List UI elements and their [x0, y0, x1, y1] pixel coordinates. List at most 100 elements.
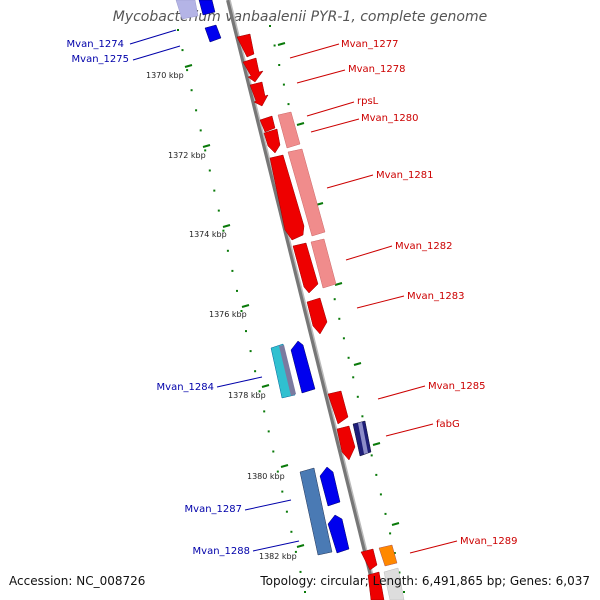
label-mvan-1285[interactable]: Mvan_1285 — [428, 381, 485, 392]
tick-dot-right — [333, 298, 336, 301]
tick-dot-left — [226, 249, 229, 252]
forward-genes — [236, 33, 405, 600]
label-mvan-1281[interactable]: Mvan_1281 — [376, 170, 433, 181]
gene-mvan-1281[interactable] — [269, 154, 305, 241]
gene-mvan-1282-shadow — [310, 238, 337, 289]
tick-dot-left — [199, 129, 202, 132]
major-tick — [296, 544, 305, 548]
gene-fabg[interactable] — [336, 425, 356, 461]
genome-backbone — [226, 0, 379, 600]
gene-mvan-1285[interactable] — [327, 390, 349, 425]
label-mvan-1288[interactable]: Mvan_1288 — [193, 546, 250, 557]
label-mvan-1287[interactable]: Mvan_1287 — [185, 504, 242, 515]
major-tick — [202, 144, 211, 148]
tick-dot-left — [208, 169, 211, 172]
tick-dot-left — [236, 289, 238, 292]
tick-dot-left — [245, 330, 247, 333]
major-tick — [241, 304, 250, 308]
tick-dot-left — [263, 410, 266, 413]
tick-dot-left — [195, 109, 198, 112]
gene-mvan-1284[interactable] — [290, 340, 316, 394]
tick-dot-right — [338, 317, 341, 320]
tick-dot-right — [273, 44, 276, 47]
label-leaders — [129, 29, 458, 554]
tick-dot-right — [356, 395, 359, 398]
tick-guide-right — [269, 25, 405, 593]
tick-dot-left — [267, 430, 270, 433]
label-mvan-1282[interactable]: Mvan_1282 — [395, 241, 452, 252]
gene-mvan-1282[interactable] — [292, 242, 319, 294]
gene-fabg-stripe — [358, 422, 368, 454]
gene-rpsl[interactable] — [249, 81, 269, 107]
major-tick — [280, 464, 289, 468]
gene-mvan-1284-stripe — [279, 345, 296, 396]
label-mvan-1280[interactable]: Mvan_1280 — [361, 113, 418, 124]
tick-dot-left — [299, 570, 302, 573]
gene-mvan-1283[interactable] — [306, 297, 328, 335]
tick-dot-right — [370, 454, 373, 457]
tick-dot-left — [294, 550, 297, 553]
tick-dot-left — [181, 49, 184, 52]
tick-dot-left — [258, 390, 261, 393]
gene-mvan-1280b[interactable] — [263, 128, 281, 154]
tick-dot-right — [278, 64, 281, 66]
kbp-label-1380: 1380 kbp — [247, 472, 285, 481]
tick-dot-left — [231, 269, 234, 272]
kbp-labels: 1370 kbp 1372 kbp 1374 kbp 1376 kbp 1378… — [146, 71, 297, 561]
gene-mvan-1281-shadow — [287, 148, 326, 237]
tick-dot-left — [249, 350, 252, 353]
tick-dot-left — [281, 490, 284, 493]
label-mvan-1283[interactable]: Mvan_1283 — [407, 291, 464, 302]
gene-mvan-1280[interactable] — [259, 115, 276, 133]
reverse-genes — [175, 0, 350, 556]
genome-backbone-highlight — [229, 0, 380, 600]
tick-dot-left — [222, 229, 225, 232]
label-fabg[interactable]: fabG — [436, 419, 460, 430]
gene-mvan-1278[interactable] — [242, 57, 264, 83]
tick-dot-right — [398, 571, 401, 574]
label-mvan-1278[interactable]: Mvan_1278 — [348, 64, 405, 75]
tick-dot-left — [290, 530, 293, 533]
tick-dot-right — [393, 552, 396, 554]
kbp-label-1372: 1372 kbp — [168, 151, 206, 160]
tick-dot-right — [352, 376, 355, 379]
tick-dot-left — [240, 310, 243, 312]
major-tick — [184, 64, 193, 68]
major-tick — [372, 442, 381, 446]
gene-mvan-1287[interactable] — [319, 466, 341, 507]
tick-marks — [184, 42, 400, 548]
gene-mvan-1277[interactable] — [236, 33, 255, 58]
tick-dot-left — [285, 510, 288, 513]
accession-text: Accession: NC_008726 — [9, 574, 146, 588]
tick-dot-right — [384, 512, 387, 515]
kbp-label-1374: 1374 kbp — [189, 230, 227, 239]
tick-dot-right — [379, 493, 382, 496]
tick-dot-left — [190, 89, 193, 92]
tick-dot-right — [347, 356, 350, 359]
gene-mvan-1274[interactable] — [198, 0, 216, 16]
label-mvan-1277[interactable]: Mvan_1277 — [341, 39, 398, 50]
label-rpsl[interactable]: rpsL — [357, 96, 379, 107]
tick-dot-left — [213, 189, 216, 192]
genome-summary-text: Topology: circular; Length: 6,491,865 bp… — [260, 574, 590, 588]
gene-mvan-1289-extra — [367, 571, 385, 600]
label-mvan-1275[interactable]: Mvan_1275 — [72, 54, 129, 65]
gene-mvan-1274-light — [175, 0, 199, 20]
tick-dot-right — [282, 83, 285, 86]
major-tick — [296, 122, 305, 126]
label-mvan-1289[interactable]: Mvan_1289 — [460, 536, 517, 547]
gene-mvan-1275[interactable] — [204, 24, 222, 43]
gene-mvan-1289[interactable] — [360, 548, 378, 571]
major-tick — [353, 362, 362, 366]
gene-mvan-1288[interactable] — [327, 514, 350, 554]
tick-dot-right — [403, 591, 405, 593]
label-mvan-1284[interactable]: Mvan_1284 — [157, 382, 214, 393]
major-tick — [391, 522, 400, 526]
tick-dot-right — [342, 337, 345, 340]
label-mvan-1274[interactable]: Mvan_1274 — [67, 39, 124, 50]
tick-dot-right — [269, 25, 271, 27]
kbp-label-1378: 1378 kbp — [228, 391, 266, 400]
tick-dot-left — [272, 450, 275, 453]
tick-dot-right — [375, 473, 378, 476]
